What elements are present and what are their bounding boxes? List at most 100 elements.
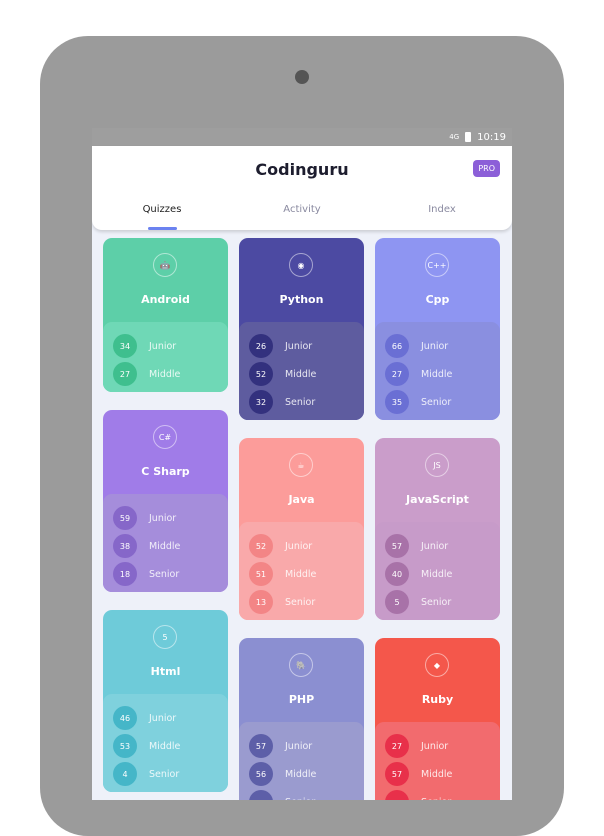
level-label: Senior (149, 768, 180, 780)
question-count: 51 (249, 562, 273, 586)
level-label: Junior (149, 340, 177, 352)
cpp-icon: C++ (425, 253, 449, 277)
level-row[interactable]: 32 Senior (249, 388, 364, 416)
level-label: Senior (421, 396, 452, 408)
question-count: 34 (113, 334, 137, 358)
quiz-card-cpp[interactable]: C++ Cpp 66 Junior 27 Middle 35 Senior (375, 238, 500, 420)
level-label: Senior (285, 596, 316, 608)
level-label: Junior (421, 340, 449, 352)
question-count: 13 (249, 590, 273, 614)
pro-button[interactable]: PRO (473, 160, 500, 177)
level-row[interactable]: 57 Middle (385, 760, 500, 788)
question-count (249, 790, 273, 800)
question-count: 53 (113, 734, 137, 758)
level-row[interactable]: 27 Middle (385, 360, 500, 388)
question-count: 32 (249, 390, 273, 414)
level-row[interactable]: 5 Senior (385, 588, 500, 616)
tab-quizzes[interactable]: Quizzes (92, 204, 232, 230)
tab-index[interactable]: Index (428, 204, 456, 215)
app-header: Codinguru PRO Quizzes Activity Index (92, 146, 512, 230)
level-row[interactable]: 46 Junior (113, 704, 228, 732)
level-row[interactable]: 56 Middle (249, 760, 364, 788)
csharp-icon: C# (153, 425, 177, 449)
level-row[interactable]: Senior (249, 788, 364, 800)
card-title: PHP (288, 693, 315, 706)
level-row[interactable]: 35 Senior (385, 388, 500, 416)
ruby-icon: ◆ (425, 653, 449, 677)
level-label: Senior (285, 797, 315, 801)
question-count: 38 (113, 534, 137, 558)
level-label: Junior (421, 740, 449, 752)
quiz-card-php[interactable]: 🐘 PHP 57 Junior 56 Middle Senior (239, 638, 364, 800)
level-label: Junior (421, 540, 449, 552)
level-label: Junior (149, 512, 177, 524)
level-label: Junior (285, 340, 313, 352)
level-label: Middle (149, 540, 181, 552)
status-bar: 4G 10:19 (92, 128, 512, 146)
javascript-icon: JS (425, 453, 449, 477)
level-row[interactable]: 27 Middle (113, 360, 228, 388)
quiz-card-android[interactable]: 🤖 Android 34 Junior 27 Middle (103, 238, 228, 392)
level-label: Middle (421, 568, 453, 580)
level-row[interactable]: 66 Junior (385, 332, 500, 360)
quiz-card-c-sharp[interactable]: C# C Sharp 59 Junior 38 Middle 18 Senior (103, 410, 228, 592)
level-label: Senior (421, 797, 451, 801)
level-row[interactable]: 13 Senior (249, 588, 364, 616)
level-row[interactable]: 26 Junior (249, 332, 364, 360)
card-title: Python (279, 293, 324, 306)
level-row[interactable]: 53 Middle (113, 732, 228, 760)
level-row[interactable]: 51 Middle (249, 560, 364, 588)
card-title: Cpp (425, 293, 450, 306)
tab-activity[interactable]: Activity (283, 204, 321, 215)
quiz-card-java[interactable]: ☕ Java 52 Junior 51 Middle 13 Senior (239, 438, 364, 620)
question-count: 27 (385, 734, 409, 758)
question-count: 27 (113, 362, 137, 386)
level-label: Senior (149, 568, 180, 580)
question-count: 59 (113, 506, 137, 530)
level-row[interactable]: 34 Junior (113, 332, 228, 360)
page-title: Codinguru (255, 160, 349, 179)
level-label: Middle (421, 368, 453, 380)
level-label: Middle (285, 368, 317, 380)
level-label: Junior (149, 712, 177, 724)
level-label: Senior (421, 596, 452, 608)
quiz-card-ruby[interactable]: ◆ Ruby 27 Junior 57 Middle Senior (375, 638, 500, 800)
screen: 4G 10:19 🤖 Android 34 Junior 27 Middle ◉ Python… (92, 128, 512, 800)
html5-icon: 5 (153, 625, 177, 649)
level-row[interactable]: Senior (385, 788, 500, 800)
question-count: 66 (385, 334, 409, 358)
level-row[interactable]: 4 Senior (113, 760, 228, 788)
level-row[interactable]: 27 Junior (385, 732, 500, 760)
level-row[interactable]: 52 Junior (249, 532, 364, 560)
quiz-card-javascript[interactable]: JS JavaScript 57 Junior 40 Middle 5 Senior (375, 438, 500, 620)
level-row[interactable]: 57 Junior (385, 532, 500, 560)
question-count: 27 (385, 362, 409, 386)
java-icon: ☕ (289, 453, 313, 477)
level-row[interactable]: 57 Junior (249, 732, 364, 760)
question-count: 35 (385, 390, 409, 414)
level-row[interactable]: 52 Middle (249, 360, 364, 388)
question-count: 5 (385, 590, 409, 614)
card-title: C Sharp (141, 465, 190, 478)
quiz-card-html[interactable]: 5 Html 46 Junior 53 Middle 4 Senior (103, 610, 228, 792)
level-row[interactable]: 59 Junior (113, 504, 228, 532)
php-icon: 🐘 (289, 653, 313, 677)
card-title: Java (288, 493, 315, 506)
question-count: 46 (113, 706, 137, 730)
card-title: Html (150, 665, 181, 678)
level-row[interactable]: 38 Middle (113, 532, 228, 560)
question-count: 18 (113, 562, 137, 586)
level-label: Middle (285, 568, 317, 580)
level-row[interactable]: 18 Senior (113, 560, 228, 588)
quiz-card-python[interactable]: ◉ Python 26 Junior 52 Middle 32 Senior (239, 238, 364, 420)
question-count: 4 (113, 762, 137, 786)
android-icon: 🤖 (153, 253, 177, 277)
level-row[interactable]: 40 Middle (385, 560, 500, 588)
python-icon: ◉ (289, 253, 313, 277)
question-count: 40 (385, 562, 409, 586)
level-label: Middle (149, 740, 181, 752)
question-count: 57 (385, 762, 409, 786)
battery-icon (465, 132, 472, 142)
signal-icon: 4G (449, 133, 460, 141)
card-title: JavaScript (406, 493, 469, 506)
